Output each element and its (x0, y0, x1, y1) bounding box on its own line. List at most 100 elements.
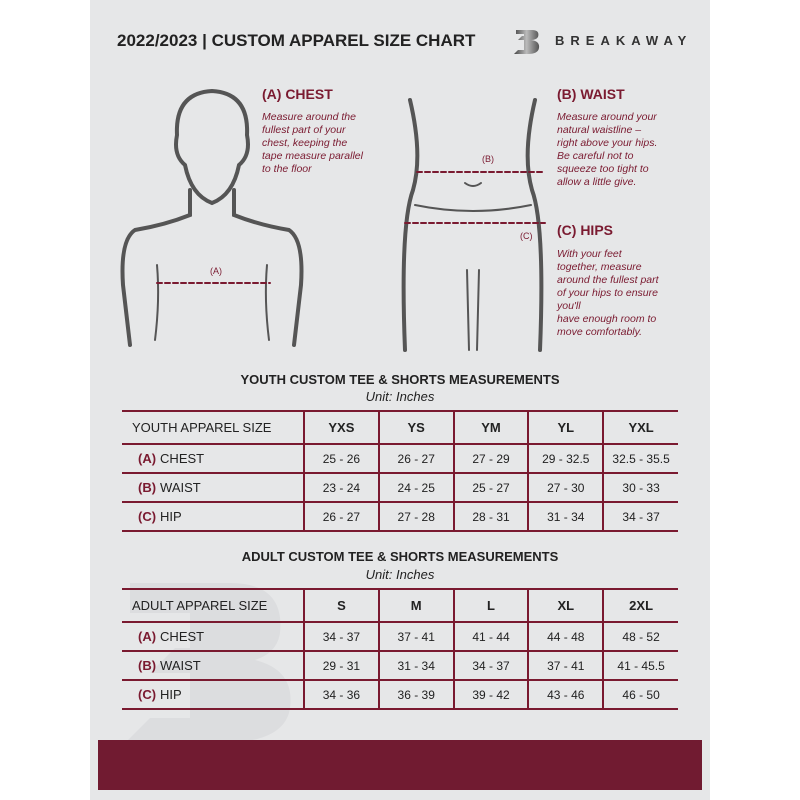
row-label: (A) CHEST (122, 621, 304, 652)
row-letter: (B) (138, 658, 157, 673)
size-label: YOUTH APPAREL SIZE (122, 410, 304, 445)
row-label: (C) HIP (122, 501, 304, 532)
table-row: (A) CHEST 34 - 37 37 - 41 41 - 44 44 - 48 48 -… (122, 621, 678, 652)
table-row: (B) WAIST 29 - 31 31 - 34 34 - 37 37 - 41 41 -… (122, 650, 678, 681)
text-line: With your feet (557, 248, 622, 260)
chest-marker: (A) (210, 266, 222, 276)
row-letter: (B) (138, 480, 157, 495)
cell: 39 - 42 (452, 679, 529, 710)
text-line: together, measure (557, 261, 642, 273)
row-name: CHEST (160, 629, 205, 644)
row-label: (B) WAIST (122, 650, 304, 681)
cell: 37 - 41 (527, 650, 604, 681)
table-header-row: YOUTH APPAREL SIZE YXS YS YM YL YXL (122, 410, 678, 445)
size-col: YXS (303, 410, 379, 445)
cell: 29 - 31 (303, 650, 379, 681)
table-row: (C) HIP 34 - 36 36 - 39 39 - 42 43 - 46 46 - 5… (122, 679, 678, 710)
cell: 27 - 29 (452, 443, 529, 474)
cell: 25 - 27 (452, 472, 529, 503)
table-row: (C) HIP 26 - 27 27 - 28 28 - 31 31 - 34 34 - 3… (122, 501, 678, 532)
row-letter: (C) (138, 509, 157, 524)
cell: 34 - 36 (303, 679, 379, 710)
size-col: 2XL (602, 588, 678, 623)
hips-heading: (C) HIPS (557, 222, 613, 238)
upper-body-figure (120, 88, 304, 347)
cell: 41 - 44 (452, 621, 529, 652)
text-line: fullest part of your (262, 124, 346, 136)
text-line: you'll (557, 300, 581, 312)
cell: 43 - 46 (527, 679, 604, 710)
cell: 25 - 26 (303, 443, 379, 474)
text-line: natural waistline – (557, 124, 642, 136)
cell: 23 - 24 (303, 472, 379, 503)
cell: 36 - 39 (377, 679, 454, 710)
youth-section-title: YOUTH CUSTOM TEE & SHORTS MEASUREMENTS (240, 372, 560, 387)
table-row: (A) CHEST 25 - 26 26 - 27 27 - 29 29 - 32.5 32… (122, 443, 678, 474)
row-label: (B) WAIST (122, 472, 304, 503)
cell: 31 - 34 (377, 650, 454, 681)
cell: 34 - 37 (452, 650, 529, 681)
cell: 24 - 25 (377, 472, 454, 503)
cell: 27 - 30 (527, 472, 604, 503)
size-col: M (377, 588, 454, 623)
youth-size-table: YOUTH APPAREL SIZE YXS YS YM YL YXL (A) CHEST… (122, 410, 678, 532)
cell: 26 - 27 (377, 443, 454, 474)
cell: 32.5 - 35.5 (602, 443, 678, 474)
text-line: to the floor (262, 163, 312, 175)
cell: 31 - 34 (527, 501, 604, 532)
text-line: have enough room to (557, 313, 657, 325)
size-col: YXL (602, 410, 678, 445)
waist-marker: (B) (482, 154, 494, 164)
row-label: (A) CHEST (122, 443, 304, 474)
youth-unit: Unit: Inches (365, 389, 435, 404)
waist-instructions: Measure around your natural waistline – ri… (557, 111, 657, 189)
footer-band (98, 740, 702, 790)
text-line: Be careful not to (557, 150, 634, 162)
row-name: HIP (160, 509, 182, 524)
cell: 34 - 37 (602, 501, 678, 532)
waist-heading: (B) WAIST (557, 86, 625, 102)
brand-name: BREAKAWAY (555, 33, 693, 48)
text-line: tape measure parallel (262, 150, 363, 162)
row-letter: (A) (138, 451, 157, 466)
row-name: WAIST (160, 480, 201, 495)
row-letter: (C) (138, 687, 157, 702)
brand-logo-icon (514, 30, 540, 54)
text-line: allow a little give. (557, 176, 637, 188)
size-col: YL (527, 410, 604, 445)
row-name: HIP (160, 687, 182, 702)
cell: 29 - 32.5 (527, 443, 604, 474)
hips-marker: (C) (520, 231, 533, 241)
size-col: S (303, 588, 379, 623)
cell: 26 - 27 (303, 501, 379, 532)
cell: 44 - 48 (527, 621, 604, 652)
table-row: (B) WAIST 23 - 24 24 - 25 25 - 27 27 - 30 30 -… (122, 472, 678, 503)
cell: 34 - 37 (303, 621, 379, 652)
page-title: 2022/2023 | CUSTOM APPAREL SIZE CHART (117, 31, 476, 50)
text-line: move comfortably. (557, 326, 642, 338)
adult-size-table: ADULT APPAREL SIZE S M L XL 2XL (A) CHEST 34 -… (122, 588, 678, 710)
text-line: Measure around your (557, 111, 657, 123)
chest-heading: (A) CHEST (262, 86, 333, 102)
cell: 30 - 33 (602, 472, 678, 503)
text-line: of your hips to ensure (557, 287, 658, 299)
size-col: YS (377, 410, 454, 445)
cell: 46 - 50 (602, 679, 678, 710)
row-name: CHEST (160, 451, 205, 466)
size-col: YM (452, 410, 529, 445)
cell: 37 - 41 (377, 621, 454, 652)
row-name: WAIST (160, 658, 201, 673)
size-label: ADULT APPAREL SIZE (122, 588, 304, 623)
row-letter: (A) (138, 629, 157, 644)
text-line: right above your hips. (557, 137, 658, 149)
cell: 28 - 31 (452, 501, 529, 532)
adult-unit: Unit: Inches (365, 567, 435, 582)
size-col: L (452, 588, 529, 623)
cell: 27 - 28 (377, 501, 454, 532)
text-line: chest, keeping the (262, 137, 348, 149)
lower-body-figure (401, 98, 546, 352)
cell: 41 - 45.5 (602, 650, 678, 681)
hips-instructions: With your feet together, measure around th… (557, 248, 659, 339)
row-label: (C) HIP (122, 679, 304, 710)
text-line: squeeze too tight to (557, 163, 649, 175)
